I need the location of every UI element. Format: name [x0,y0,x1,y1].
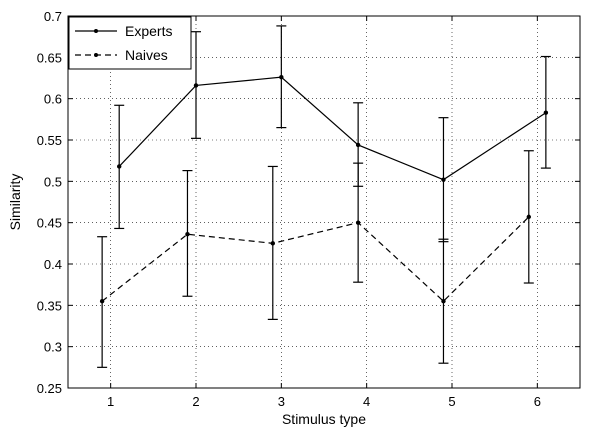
data-point-naives [185,232,190,237]
y-tick-label: 0.6 [44,92,62,107]
legend-marker-experts [94,29,98,33]
plot-frame [67,15,581,389]
x-axis-label: Stimulus type [282,411,366,427]
series-line-experts [118,76,547,181]
x-tick-label: 4 [363,394,370,409]
y-tick-label: 0.3 [44,340,62,355]
data-point-experts [543,110,549,115]
data-point-experts [441,177,446,182]
x-tick-label: 1 [107,394,114,409]
legend: Experts Naives [68,16,192,70]
data-point-naives [441,299,446,304]
x-tick-label: 5 [448,394,455,409]
x-tick-label: 6 [534,394,541,409]
y-tick-label: 0.65 [37,50,62,65]
data-point-naives [526,214,531,220]
data-point-naives [99,299,105,304]
y-tick-label: 0.7 [44,9,62,24]
y-tick-label: 0.55 [37,133,62,148]
y-tick-label: 0.45 [37,216,62,231]
series-layer [97,25,551,368]
series-line-naives [101,216,530,303]
x-tick-label: 2 [192,394,199,409]
legend-label-experts: Experts [125,23,172,39]
tick-layer: 0.25 0.3 0.35 0.4 0.45 0.5 0.55 0.6 0.65 0.7 1 2 3 4 5… [37,9,580,409]
grid-layer [68,16,580,388]
data-point-experts [117,164,122,169]
data-point-experts [193,83,199,88]
legend-label-naives: Naives [125,47,168,63]
y-axis-label: Similarity [7,174,23,231]
x-tick-label: 3 [278,394,285,409]
legend-box [68,16,192,70]
legend-marker-naives [94,53,98,57]
y-tick-label: 0.4 [44,257,62,272]
data-point-experts [355,142,361,148]
y-tick-label: 0.35 [37,298,62,313]
y-tick-label: 0.5 [44,174,62,189]
y-tick-label: 0.25 [37,381,62,396]
data-point-naives [355,220,361,225]
data-point-experts [279,74,284,80]
data-point-naives [270,241,275,246]
